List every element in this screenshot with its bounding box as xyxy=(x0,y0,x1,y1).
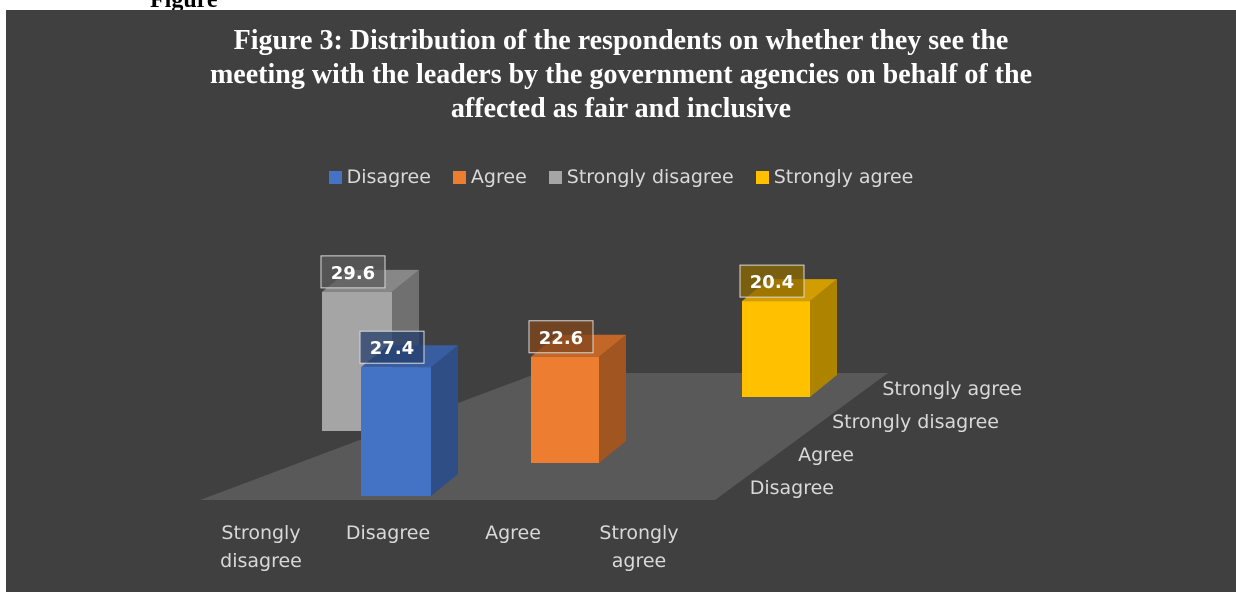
x-axis-label-line: Strongly xyxy=(599,522,678,544)
x-axis-label: Strongly agree xyxy=(599,522,678,572)
legend-label: Strongly agree xyxy=(773,166,914,188)
chart-area: Figure 3: Distribution of the respondent… xyxy=(6,10,1236,592)
bar-agree: 22.6 xyxy=(528,320,626,463)
chart-plot: 29.6 20.4 22.6 27.4 Strongly disagree Disagree… xyxy=(200,255,1022,572)
cropped-heading-text: Figure xyxy=(150,0,218,10)
legend-swatch xyxy=(452,170,466,184)
legend-swatch xyxy=(755,170,769,184)
bar-front xyxy=(361,367,431,496)
chart-title-line-3: affected as fair and inclusive xyxy=(450,93,792,124)
depth-axis-label: Strongly disagree xyxy=(832,411,999,433)
x-axis-label-line: disagree xyxy=(220,550,302,572)
data-label: 29.6 xyxy=(331,263,375,284)
bar-side xyxy=(810,279,837,397)
depth-axis-label: Disagree xyxy=(750,477,834,499)
chart-legend: Disagree Agree Strongly disagree Strongly a… xyxy=(6,166,1236,188)
bar-front xyxy=(742,301,810,397)
bar-side xyxy=(599,334,626,463)
data-label-box xyxy=(359,330,425,364)
legend-label: Disagree xyxy=(346,166,431,188)
cropped-heading: Figure xyxy=(0,0,1236,10)
legend-item-strongly-disagree: Strongly disagree xyxy=(548,166,734,188)
bar-front xyxy=(531,356,599,463)
bar-strongly-agree: 20.4 xyxy=(739,264,837,397)
x-axis-label-line: agree xyxy=(612,550,666,572)
data-label-box xyxy=(739,264,805,298)
data-label: 20.4 xyxy=(750,272,794,293)
legend-swatch xyxy=(548,170,562,184)
data-label-box xyxy=(320,255,386,289)
x-axis-label: Agree xyxy=(485,522,541,544)
x-axis-label-line: Disagree xyxy=(346,522,430,544)
legend-label: Agree xyxy=(470,166,527,188)
x-axis-label: Strongly disagree xyxy=(220,522,302,572)
data-label-box xyxy=(528,320,594,354)
x-axis-label-line: Strongly xyxy=(221,522,300,544)
x-axis-label: Disagree xyxy=(346,522,430,544)
data-label: 27.4 xyxy=(370,338,414,359)
legend-item-agree: Agree xyxy=(452,166,527,188)
legend-item-strongly-agree: Strongly agree xyxy=(755,166,914,188)
x-axis-label-line: Agree xyxy=(485,522,541,544)
legend-item-disagree: Disagree xyxy=(328,166,431,188)
chart-title-line-1: Figure 3: Distribution of the respondent… xyxy=(233,25,1009,56)
legend-swatch xyxy=(328,170,342,184)
chart-title-line-2: meeting with the leaders by the governme… xyxy=(209,59,1032,90)
bar-side xyxy=(431,345,458,496)
bar-disagree: 27.4 xyxy=(359,330,458,496)
legend-label: Strongly disagree xyxy=(566,166,734,188)
data-label: 22.6 xyxy=(539,328,583,349)
chart-title: Figure 3: Distribution of the respondent… xyxy=(6,24,1236,126)
depth-axis-label: Strongly agree xyxy=(882,378,1022,400)
depth-axis-label: Agree xyxy=(798,444,854,466)
